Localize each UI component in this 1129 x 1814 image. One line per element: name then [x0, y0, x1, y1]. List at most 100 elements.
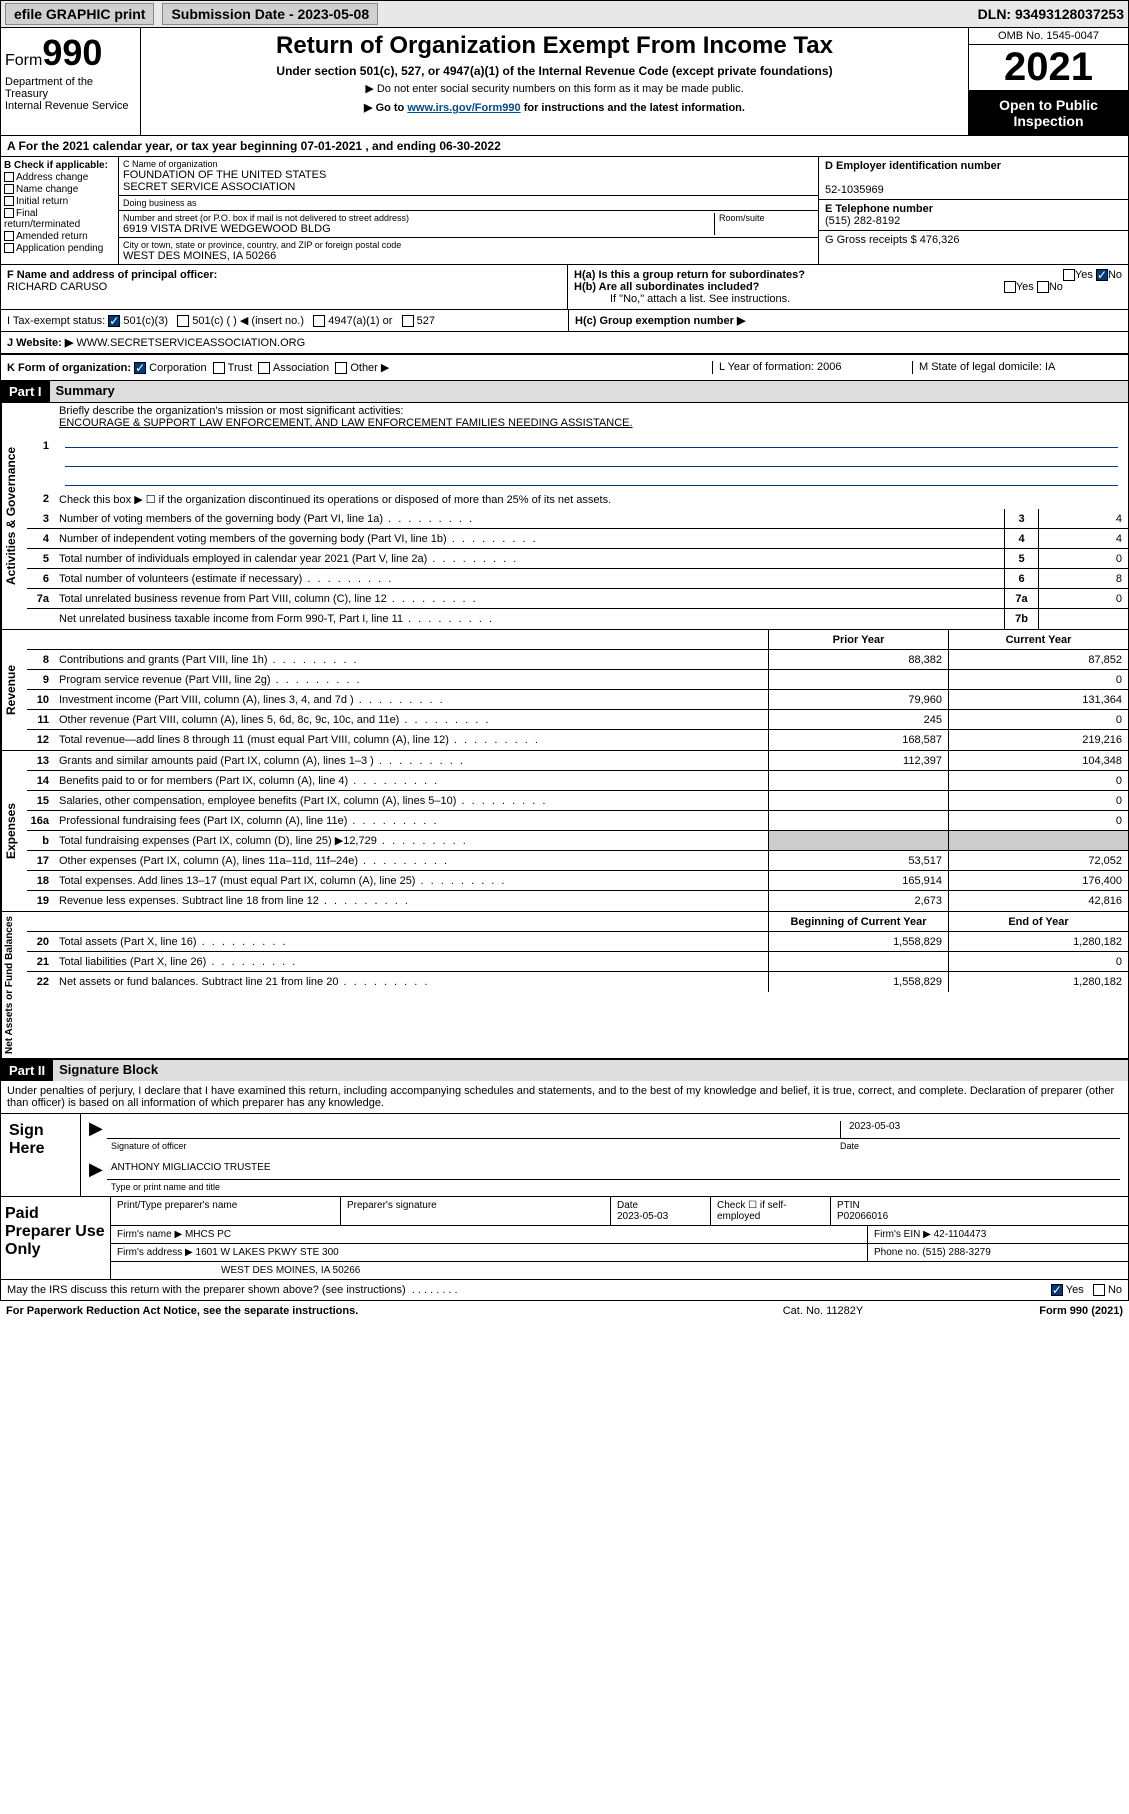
website-value: WWW.SECRETSERVICEASSOCIATION.ORG: [76, 337, 305, 349]
table-row: 18 Total expenses. Add lines 13–17 (must…: [27, 871, 1128, 891]
org-name: FOUNDATION OF THE UNITED STATES SECRET S…: [123, 169, 814, 193]
prep-h3: Date: [617, 1200, 638, 1211]
table-row: 20 Total assets (Part X, line 16) 1,558,…: [27, 932, 1128, 952]
table-row: 11 Other revenue (Part VIII, column (A),…: [27, 710, 1128, 730]
tax-year: 2021: [969, 45, 1128, 91]
preparer-title: Paid Preparer Use Only: [1, 1197, 111, 1279]
chk-corp[interactable]: [134, 362, 146, 374]
table-netassets: Net Assets or Fund Balances b Beginning …: [0, 912, 1129, 1059]
table-row: 13 Grants and similar amounts paid (Part…: [27, 751, 1128, 771]
part2-header: Part II Signature Block: [0, 1059, 1129, 1081]
header-right: OMB No. 1545-0047 2021 Open to Public In…: [968, 28, 1128, 135]
chk-yes[interactable]: [1051, 1284, 1063, 1296]
chk-4947[interactable]: [313, 315, 325, 327]
form-ref: Form 990 (2021): [923, 1305, 1123, 1317]
sign-here-label: Sign Here: [1, 1114, 81, 1196]
form-prefix: Form: [5, 52, 42, 69]
chk-501c[interactable]: [177, 315, 189, 327]
hdr-end-year: End of Year: [948, 912, 1128, 931]
city-label: City or town, state or province, country…: [123, 240, 814, 250]
chk-assoc[interactable]: [258, 362, 270, 374]
header-middle: Return of Organization Exempt From Incom…: [141, 28, 968, 135]
irs-link[interactable]: www.irs.gov/Form990: [407, 102, 520, 114]
officer-label: F Name and address of principal officer:: [7, 269, 217, 281]
table-revenue: Revenue b Prior Year Current Year 8 Cont…: [0, 630, 1129, 751]
dba-label: Doing business as: [123, 198, 814, 208]
city-value: WEST DES MOINES, IA 50266: [123, 250, 814, 262]
firm-addr1: 1601 W LAKES PKWY STE 300: [196, 1247, 339, 1258]
table-row: 3 Number of voting members of the govern…: [27, 509, 1128, 529]
table-row: Net unrelated business taxable income fr…: [27, 609, 1128, 629]
open-inspection: Open to Public Inspection: [969, 91, 1128, 135]
table-row: 4 Number of independent voting members o…: [27, 529, 1128, 549]
ein-value: 52-1035969: [825, 184, 884, 196]
signature-line[interactable]: [107, 1121, 840, 1139]
form-subtitle-3: ▶ Go to www.irs.gov/Form990 for instruct…: [149, 101, 960, 114]
part1-badge: Part I: [1, 381, 50, 402]
chk-initial[interactable]: Initial return: [4, 196, 115, 207]
chk-other[interactable]: [335, 362, 347, 374]
phone-label: E Telephone number: [825, 203, 933, 215]
table-governance: Activities & Governance 1 Briefly descri…: [0, 402, 1129, 630]
name-line: ANTHONY MIGLIACCIO TRUSTEE: [107, 1162, 1120, 1180]
prep-ptin: P02066016: [837, 1211, 888, 1222]
tax-status-label: I Tax-exempt status:: [7, 315, 105, 327]
line1-label: Briefly describe the organization's miss…: [59, 405, 403, 417]
chk-501c3[interactable]: [108, 315, 120, 327]
firm-addr-label: Firm's address ▶: [117, 1247, 193, 1258]
header-left: Form990 Department of the Treasury Inter…: [1, 28, 141, 135]
chk-527[interactable]: [402, 315, 414, 327]
dln: DLN: 93493128037253: [978, 6, 1124, 22]
prep-h4: Check ☐ if self-employed: [711, 1197, 831, 1225]
org-name-label: C Name of organization: [123, 159, 814, 169]
top-bar: efile GRAPHIC print Submission Date - 20…: [0, 0, 1129, 28]
chk-amended[interactable]: Amended return: [4, 231, 115, 242]
table-row: 10 Investment income (Part VIII, column …: [27, 690, 1128, 710]
submission-date: Submission Date - 2023-05-08: [162, 3, 378, 25]
chk-final[interactable]: Final return/terminated: [4, 208, 115, 230]
block-bcd: B Check if applicable: Address change Na…: [0, 157, 1129, 264]
prep-h1: Print/Type preparer's name: [111, 1197, 341, 1225]
prep-h2: Preparer's signature: [341, 1197, 611, 1225]
side-netassets: Net Assets or Fund Balances: [1, 912, 27, 1058]
table-row: b Total fundraising expenses (Part IX, c…: [27, 831, 1128, 851]
form-header: Form990 Department of the Treasury Inter…: [0, 28, 1129, 136]
table-row: 6 Total number of volunteers (estimate i…: [27, 569, 1128, 589]
part1-title: Summary: [50, 381, 1128, 402]
ha-label: H(a) Is this a group return for subordin…: [574, 269, 805, 281]
side-governance: Activities & Governance: [1, 403, 27, 629]
hb-label: H(b) Are all subordinates included?: [574, 281, 759, 293]
chk-trust[interactable]: [213, 362, 225, 374]
firm-name: MHCS PC: [185, 1229, 231, 1240]
hdr-current-year: Current Year: [948, 630, 1128, 649]
side-revenue: Revenue: [1, 630, 27, 750]
form-subtitle-2: ▶ Do not enter social security numbers o…: [149, 82, 960, 95]
sign-block: Sign Here ▶ 2023-05-03 Signature of offi…: [0, 1114, 1129, 1197]
sig-date-label: Date: [840, 1141, 1120, 1151]
col-d: D Employer identification number 52-1035…: [818, 157, 1128, 264]
arrow-icon: ▶: [89, 1159, 103, 1180]
form-number: 990: [42, 32, 102, 73]
firm-label: Firm's name ▶: [117, 1229, 182, 1240]
table-expenses: Expenses 13 Grants and similar amounts p…: [0, 751, 1129, 912]
officer-name: RICHARD CARUSO: [7, 281, 107, 293]
firm-phone-label: Phone no.: [874, 1247, 920, 1258]
table-row: 16a Professional fundraising fees (Part …: [27, 811, 1128, 831]
addr-value: 6919 VISTA DRIVE WEDGEWOOD BLDG: [123, 223, 714, 235]
sig-officer-label: Signature of officer: [111, 1141, 818, 1151]
paperwork-notice: For Paperwork Reduction Act Notice, see …: [6, 1305, 723, 1317]
chk-address[interactable]: Address change: [4, 172, 115, 183]
state-domicile: M State of legal domicile: IA: [912, 361, 1122, 374]
year-formation: L Year of formation: 2006: [712, 361, 912, 374]
gross-value: 476,326: [920, 234, 960, 246]
cat-no: Cat. No. 11282Y: [723, 1305, 923, 1317]
room-label: Room/suite: [719, 213, 814, 223]
chk-pending[interactable]: Application pending: [4, 243, 115, 254]
col-c: C Name of organization FOUNDATION OF THE…: [119, 157, 1128, 264]
chk-name[interactable]: Name change: [4, 184, 115, 195]
phone-value: (515) 282-8192: [825, 215, 900, 227]
chk-no[interactable]: [1093, 1284, 1105, 1296]
table-row: 9 Program service revenue (Part VIII, li…: [27, 670, 1128, 690]
table-row: 21 Total liabilities (Part X, line 26) 0: [27, 952, 1128, 972]
arrow-icon: ▶: [89, 1118, 103, 1139]
